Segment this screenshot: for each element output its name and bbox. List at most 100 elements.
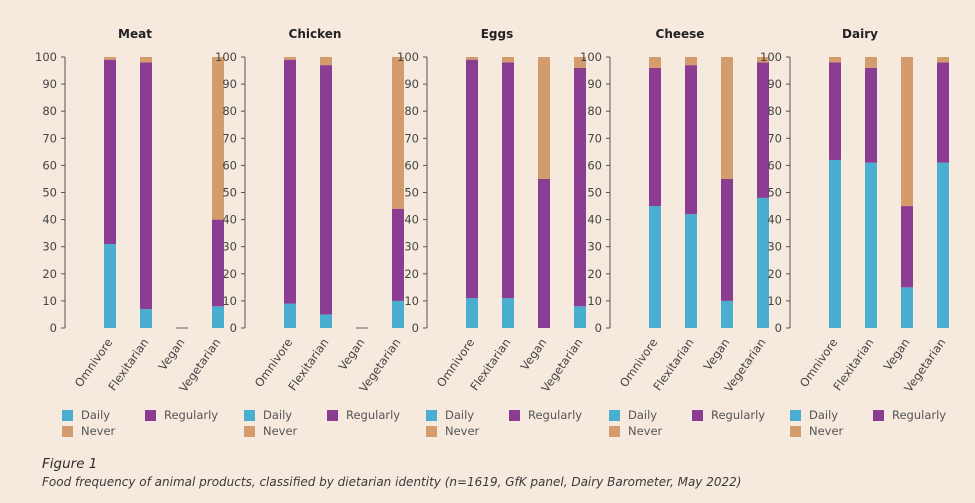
bar-segment-daily	[392, 300, 404, 328]
bar-segment-never	[685, 57, 697, 66]
category-label: Vegan	[701, 336, 733, 373]
y-tick-label: 40	[767, 213, 782, 227]
bar-segment-daily	[140, 309, 152, 328]
chart-legend: Daily Regularly Never	[244, 408, 404, 444]
bar-segment-daily	[502, 298, 514, 328]
bar-segment-daily	[937, 162, 949, 328]
legend-swatch-daily	[62, 409, 73, 421]
bar-segment-never	[574, 57, 586, 68]
legend-label: Never	[263, 424, 298, 438]
y-tick-label: 30	[42, 240, 57, 254]
y-tick-label: 20	[587, 267, 602, 281]
y-tick-label: 10	[222, 294, 237, 308]
legend-item-daily: Daily	[790, 408, 838, 422]
y-tick-label: 20	[42, 267, 57, 281]
y-tick-label: 0	[230, 321, 237, 335]
chart-title: Cheese	[656, 27, 705, 41]
y-tick-label: 80	[767, 104, 782, 118]
legend-item-never: Never	[244, 424, 297, 438]
chart-legend: Daily Regularly Never	[426, 408, 586, 444]
bar-segment-daily	[865, 162, 877, 328]
bar-segment-never	[865, 57, 877, 68]
bar-segment-regularly	[466, 59, 478, 299]
bar-segment-daily	[901, 287, 913, 328]
legend-item-never: Never	[790, 424, 843, 438]
y-tick-label: 40	[42, 213, 57, 227]
legend-label: Daily	[263, 408, 293, 422]
legend-label: Never	[81, 424, 116, 438]
y-tick-label: 0	[595, 321, 602, 335]
bar-segment-never	[649, 57, 661, 68]
y-tick-label: 20	[222, 267, 237, 281]
y-tick-label: 70	[587, 131, 602, 145]
y-tick-label: 80	[587, 104, 602, 118]
bar-segment-never	[140, 57, 152, 63]
legend-swatch-never	[244, 425, 255, 437]
legend-item-daily: Daily	[609, 408, 657, 422]
bar-segment-daily	[104, 243, 116, 328]
y-tick-label: 20	[767, 267, 782, 281]
bar-segment-regularly	[104, 59, 116, 244]
y-tick-label: 10	[42, 294, 57, 308]
bar-segment-regularly	[574, 67, 586, 307]
figure-description: Food frequency of animal products, class…	[42, 475, 742, 489]
category-label: Vegan	[336, 336, 368, 373]
bar-segment-daily	[284, 303, 296, 328]
y-tick-label: 90	[587, 77, 602, 91]
legend-label: Regularly	[164, 408, 219, 422]
chart-title: Meat	[118, 27, 152, 41]
y-tick-label: 90	[404, 77, 419, 91]
legend-item-regularly: Regularly	[509, 408, 582, 422]
chart-panel: Chicken0102030405060708090100OmnivoreFle…	[215, 27, 404, 395]
legend-item-never: Never	[62, 424, 115, 438]
legend-label: Daily	[445, 408, 475, 422]
bar-segment-regularly	[685, 65, 697, 215]
legend-label: Regularly	[711, 408, 766, 422]
y-tick-label: 20	[404, 267, 419, 281]
y-tick-label: 60	[587, 158, 602, 172]
y-tick-label: 60	[404, 158, 419, 172]
chart-legend: Daily Regularly Never	[609, 408, 769, 444]
bar-segment-never	[104, 57, 116, 60]
bar-segment-regularly	[865, 67, 877, 163]
legend-swatch-never	[790, 425, 801, 437]
y-tick-label: 10	[587, 294, 602, 308]
legend-item-regularly: Regularly	[145, 408, 218, 422]
bar-segment-never	[466, 57, 478, 60]
y-tick-label: 60	[767, 158, 782, 172]
y-tick-label: 70	[222, 131, 237, 145]
bar-segment-never	[392, 57, 404, 209]
bar-segment-daily	[574, 306, 586, 328]
legend-swatch-regularly	[873, 409, 884, 421]
y-tick-label: 90	[222, 77, 237, 91]
bar-segment-daily	[685, 214, 697, 328]
bar-segment-regularly	[721, 178, 733, 301]
y-tick-label: 10	[404, 294, 419, 308]
y-tick-label: 40	[404, 213, 419, 227]
legend-swatch-daily	[609, 409, 620, 421]
y-tick-label: 100	[35, 50, 57, 64]
legend-swatch-regularly	[692, 409, 703, 421]
bar-segment-regularly	[212, 219, 224, 307]
y-tick-label: 50	[404, 186, 419, 200]
y-tick-label: 40	[587, 213, 602, 227]
bar-segment-regularly	[937, 62, 949, 163]
y-tick-label: 70	[42, 131, 57, 145]
category-label: Vegan	[156, 336, 188, 373]
y-tick-label: 50	[767, 186, 782, 200]
y-tick-label: 50	[42, 186, 57, 200]
y-tick-label: 30	[767, 240, 782, 254]
legend-swatch-daily	[244, 409, 255, 421]
y-tick-label: 30	[404, 240, 419, 254]
y-tick-label: 50	[587, 186, 602, 200]
bar-segment-daily	[649, 206, 661, 328]
legend-swatch-never	[62, 425, 73, 437]
y-tick-label: 100	[580, 50, 602, 64]
bar-segment-regularly	[392, 208, 404, 301]
legend-label: Never	[809, 424, 844, 438]
y-tick-label: 90	[42, 77, 57, 91]
chart-panel: Eggs0102030405060708090100OmnivoreFlexit…	[397, 27, 586, 395]
y-tick-label: 90	[767, 77, 782, 91]
legend-label: Never	[628, 424, 663, 438]
legend-item-regularly: Regularly	[327, 408, 400, 422]
